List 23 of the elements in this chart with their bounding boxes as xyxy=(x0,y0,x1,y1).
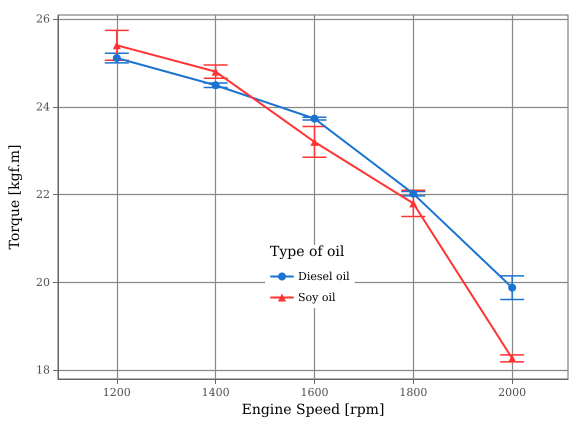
y-tick-label: 24 xyxy=(36,100,50,114)
y-tick-label: 20 xyxy=(36,276,50,289)
point xyxy=(112,54,121,62)
y-tick-label: 22 xyxy=(36,188,50,202)
y-tick-label: 18 xyxy=(36,364,50,377)
point xyxy=(409,199,418,208)
point xyxy=(112,41,121,50)
point xyxy=(508,284,516,292)
x-tick-label: 1200 xyxy=(102,386,131,399)
legend-label: Diesel oil xyxy=(298,270,350,283)
x-tick-label: 1600 xyxy=(300,386,328,399)
x-tick-label: 2000 xyxy=(498,386,526,399)
x-tick-label: 1800 xyxy=(399,386,428,399)
point xyxy=(409,190,418,198)
legend-label: Soy oil xyxy=(298,291,336,304)
x-tick-label: 1400 xyxy=(202,386,230,399)
point xyxy=(212,68,220,76)
y-tick-label: 26 xyxy=(36,12,50,26)
point xyxy=(310,114,318,123)
y-axis-title: Torque [kgf.m] xyxy=(7,144,23,250)
legend-title: Type of oil xyxy=(270,244,345,260)
x-axis-title: Engine Speed [rpm] xyxy=(242,402,384,418)
point xyxy=(212,81,220,90)
